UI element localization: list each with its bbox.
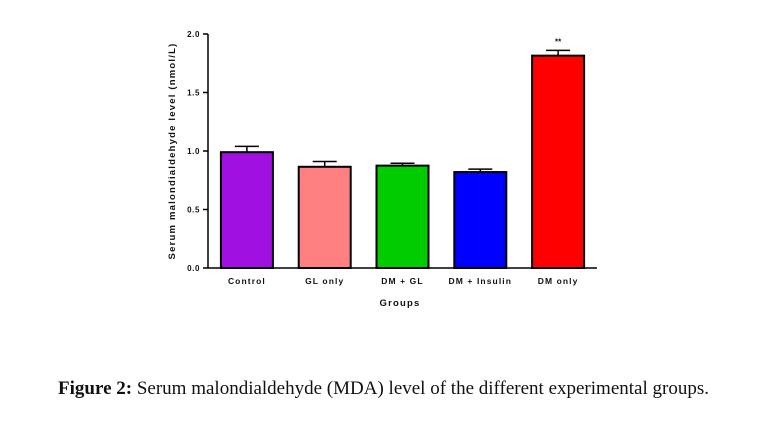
- error-bars-group: [234, 49, 571, 173]
- caption-text: Serum malondialdehyde (MDA) level of the…: [132, 378, 709, 399]
- bar: [453, 171, 508, 269]
- y-tick-label: 1.5: [187, 89, 200, 98]
- bars-group: [219, 54, 586, 269]
- x-tick-label: DM + Insulin: [449, 276, 513, 286]
- y-tick-label: 2.0: [187, 30, 200, 39]
- bar: [297, 165, 352, 269]
- x-tick-label: DM only: [538, 276, 579, 286]
- x-tick-label: DM + GL: [381, 276, 423, 286]
- bar: [375, 164, 430, 269]
- x-tick-label: Control: [228, 276, 266, 286]
- y-tick-label: 1.0: [187, 147, 200, 156]
- y-tick-label: 0.5: [187, 206, 200, 215]
- y-ticks-group: 0.0 0.5 1.0 1.5 2.0: [187, 30, 208, 273]
- bar-chart: ** 0.0 0.5 1.0 1.5 2.0 Control GL only DM + GL…: [167, 30, 597, 309]
- figure-caption: Figure 2: Serum malondialdehyde (MDA) le…: [0, 378, 767, 400]
- y-tick-label: 0.0: [187, 264, 200, 273]
- x-labels-group: Control GL only DM + GL DM + Insulin DM only: [228, 276, 579, 286]
- x-tick-label: GL only: [305, 276, 344, 286]
- significance-annotation: **: [555, 37, 562, 46]
- x-axis-title: Groups: [380, 298, 421, 309]
- bar: [219, 151, 274, 269]
- bar: [531, 54, 586, 269]
- y-axis-title: Serum malondialdehyde level (nmol/L): [167, 43, 178, 260]
- caption-label: Figure 2:: [58, 378, 133, 399]
- annotations-group: **: [555, 37, 562, 46]
